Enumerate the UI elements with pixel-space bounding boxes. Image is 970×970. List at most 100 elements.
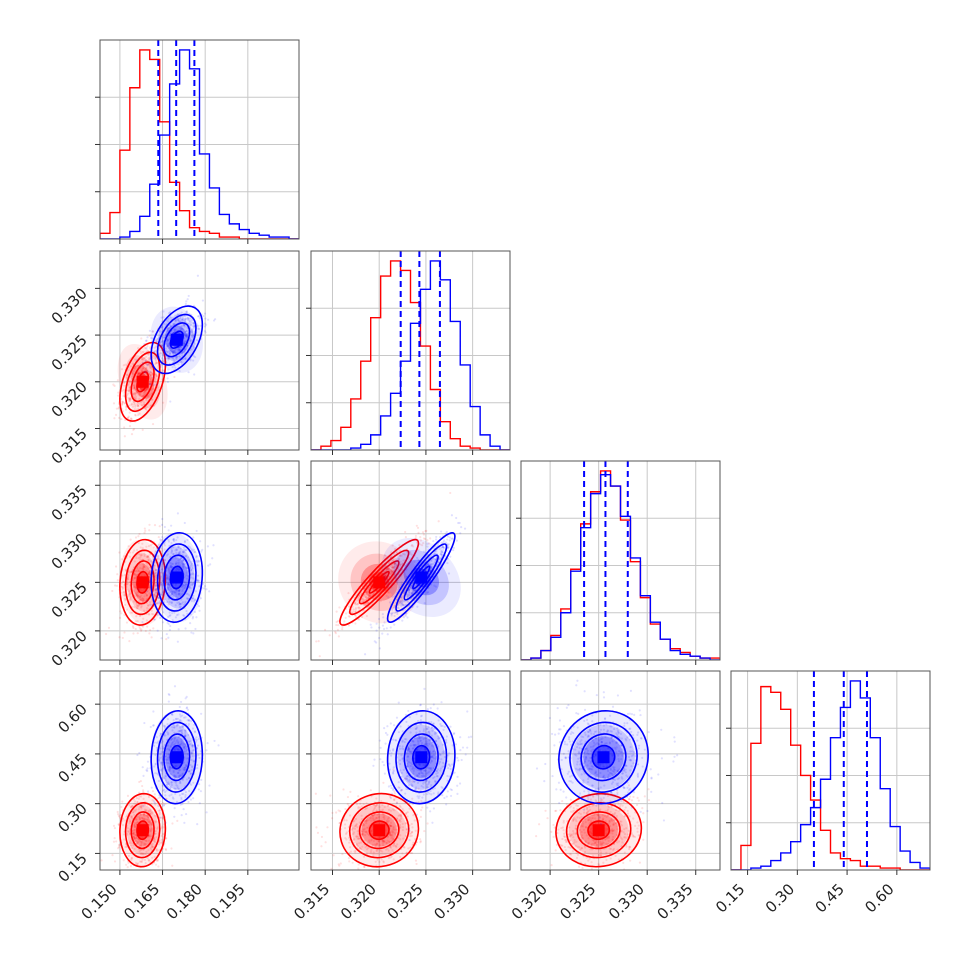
scatter-point (104, 632, 108, 636)
scatter-point (164, 847, 167, 851)
scatter-point (138, 806, 141, 809)
scatter-point (149, 374, 153, 377)
scatter-point (192, 333, 195, 336)
scatter-point (153, 383, 156, 386)
scatter-point (160, 826, 163, 830)
scatter-point (134, 536, 138, 539)
scatter-point (136, 862, 140, 865)
scatter-point (392, 768, 395, 771)
scatter-point (159, 732, 162, 735)
scatter-point (336, 619, 340, 623)
scatter-point (124, 468, 126, 470)
scatter-point (442, 540, 445, 544)
scatter-point (155, 613, 158, 616)
scatter-point (345, 819, 348, 822)
scatter-point (117, 391, 120, 394)
scatter-point (138, 372, 141, 375)
scatter-point (163, 598, 166, 601)
scatter-point (173, 807, 176, 810)
scatter-point (398, 823, 402, 827)
scatter-point (135, 615, 138, 618)
scatter-point (399, 560, 402, 563)
scatter-point (156, 827, 159, 830)
scatter-point (143, 813, 146, 816)
scatter-point (161, 369, 164, 372)
scatter-point (412, 590, 415, 593)
scatter-point (189, 359, 192, 362)
scatter-point (126, 374, 129, 377)
scatter-point (144, 359, 147, 362)
scatter-point (128, 599, 131, 602)
scatter-point (377, 617, 381, 621)
scatter-point (142, 563, 145, 566)
scatter-point (192, 536, 195, 539)
scatter-point (169, 400, 172, 403)
scatter-point (167, 582, 170, 585)
scatter-point (137, 541, 140, 545)
scatter-point (148, 523, 151, 526)
scatter-point (178, 774, 181, 777)
scatter-point (392, 844, 395, 847)
scatter-point (184, 734, 187, 738)
scatter-point (96, 408, 98, 410)
scatter-point (142, 797, 145, 800)
scatter-point (408, 594, 411, 597)
scatter-point (183, 341, 186, 345)
scatter-point (139, 878, 141, 880)
scatter-point (126, 389, 129, 392)
scatter-point (412, 545, 415, 548)
scatter-point (189, 340, 192, 343)
scatter-point (148, 824, 151, 827)
scatter-point (177, 601, 181, 604)
scatter-point (161, 611, 165, 614)
scatter-point (426, 590, 430, 594)
scatter-point (176, 317, 180, 320)
scatter-point (140, 852, 143, 855)
scatter-point (128, 640, 131, 643)
scatter-point (136, 820, 139, 824)
scatter-point (133, 828, 136, 832)
scatter-point (369, 850, 373, 854)
scatter-point (157, 740, 160, 743)
scatter-point (214, 318, 217, 321)
scatter-point (176, 640, 179, 643)
scatter-point (180, 814, 183, 817)
scatter-point (141, 836, 144, 839)
scatter-point (198, 327, 201, 330)
scatter-point (369, 816, 372, 819)
scatter-point (368, 593, 371, 596)
scatter-point (360, 847, 363, 851)
scatter-point (136, 840, 140, 844)
scatter-point (140, 605, 143, 608)
scatter-point (127, 383, 130, 386)
scatter-point (139, 556, 142, 559)
scatter-point (122, 593, 125, 596)
scatter-point (430, 553, 434, 557)
scatter-point (173, 328, 177, 331)
scatter-point (157, 796, 160, 799)
scatter-point (202, 587, 206, 590)
scatter-point (347, 591, 350, 595)
scatter-point (179, 552, 182, 555)
scatter-point (142, 871, 144, 873)
scatter-point (153, 855, 156, 858)
scatter-point (362, 873, 364, 875)
scatter-point (192, 322, 195, 325)
scatter-point (416, 605, 419, 608)
scatter-point (132, 396, 136, 399)
scatter-point (151, 790, 155, 793)
scatter-point (157, 596, 160, 599)
scatter-point (181, 315, 184, 318)
scatter-point (175, 800, 179, 803)
scatter-point (135, 408, 139, 411)
scatter-point (195, 556, 198, 559)
scatter-point (180, 731, 183, 734)
scatter-point (193, 598, 196, 602)
scatter-point (174, 366, 177, 369)
scatter-point (360, 600, 364, 604)
scatter-point (143, 565, 146, 568)
scatter-point (323, 628, 327, 632)
scatter-point (141, 836, 144, 839)
scatter-point (441, 550, 444, 554)
scatter-point (442, 548, 445, 552)
